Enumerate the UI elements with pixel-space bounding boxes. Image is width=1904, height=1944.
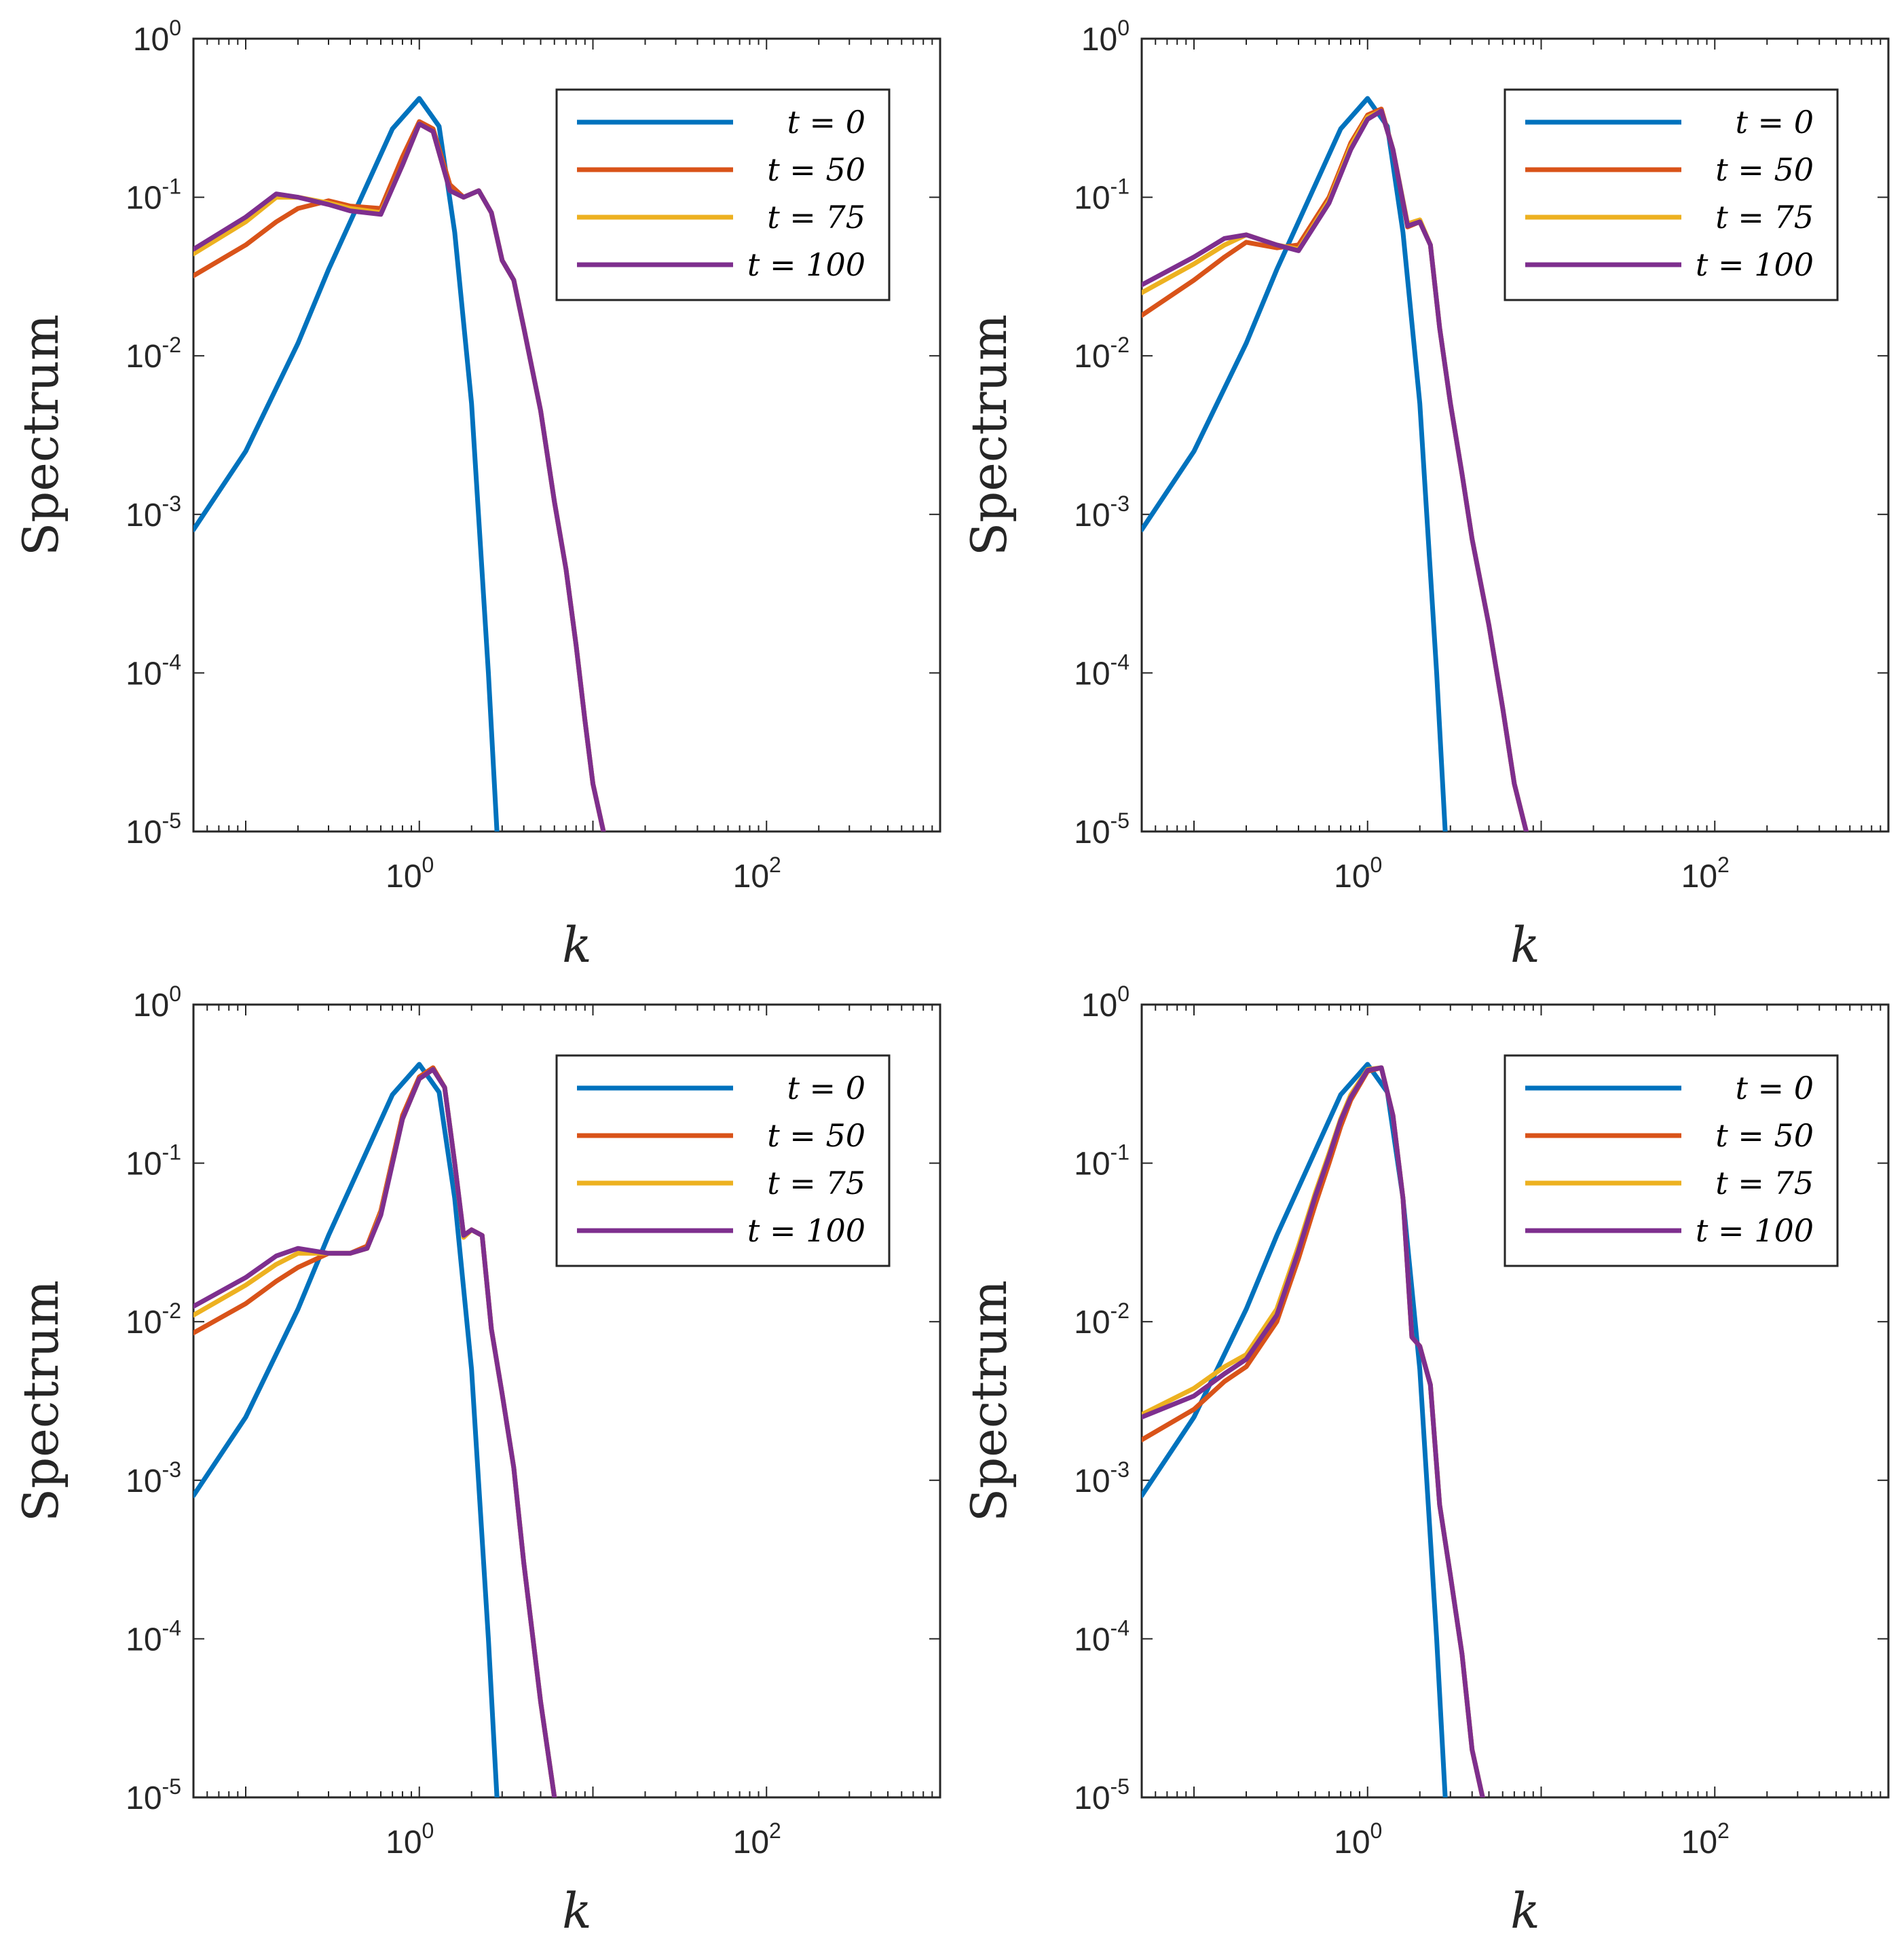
- legend-label: t = 0: [1735, 104, 1814, 141]
- series-line-t0: [193, 1062, 500, 1797]
- series-group: [193, 96, 606, 831]
- y-tick-label: 10-1: [126, 174, 181, 217]
- series-line-t100: [1142, 1065, 1485, 1797]
- series-group: [193, 1062, 557, 1797]
- y-tick-label: 10-4: [126, 1615, 181, 1658]
- legend-label: t = 50: [1715, 1117, 1814, 1154]
- chart-panel-bottom-left: 100 102 100 10-1 10-2 10-3 10-4 10-5 k Spectrum t …: [12, 982, 941, 1939]
- x-tick-label: 102: [733, 1818, 781, 1861]
- tick-marks: [193, 38, 941, 832]
- series-line-t100: [193, 1067, 557, 1797]
- y-axis-label: Spectrum: [960, 1280, 1018, 1522]
- legend-label: t = 50: [767, 1117, 865, 1154]
- x-axis-label: k: [1510, 916, 1540, 973]
- y-tick-label: 100: [1081, 982, 1130, 1024]
- series-line-t100: [1142, 109, 1529, 831]
- series-line-t100: [193, 122, 606, 831]
- series-line-t0: [193, 96, 500, 831]
- legend: t = 0 t = 50 t = 75 t = 100: [555, 1054, 891, 1267]
- y-tick-label: 10-2: [126, 333, 181, 375]
- legend-label: t = 0: [787, 104, 865, 141]
- y-tick-label: 10-5: [1074, 808, 1130, 850]
- x-axis-label: k: [562, 916, 592, 973]
- y-tick-label: 10-3: [1074, 1457, 1130, 1499]
- chart-panel-top-right: 100 102 100 10-1 10-2 10-3 10-4 10-5 k Spectrum t …: [960, 16, 1890, 973]
- tick-marks: [1141, 1004, 1889, 1798]
- y-axis-label: Spectrum: [12, 314, 69, 556]
- legend-label: t = 50: [1715, 151, 1814, 188]
- tick-marks: [193, 1004, 941, 1798]
- series-line-t0: [1142, 1062, 1448, 1797]
- x-axis-label: k: [1510, 1882, 1540, 1939]
- y-tick-label: 10-4: [126, 650, 181, 692]
- y-axis-label: Spectrum: [960, 314, 1018, 556]
- y-tick-label: 10-2: [1074, 333, 1130, 375]
- series-group: [1142, 96, 1529, 831]
- series-group: [1142, 1062, 1485, 1797]
- x-tick-label: 102: [1681, 853, 1730, 895]
- y-tick-label: 100: [133, 16, 181, 58]
- series-line-t0: [1142, 96, 1448, 831]
- x-tick-label: 100: [1334, 853, 1382, 895]
- y-axis-label: Spectrum: [12, 1280, 69, 1522]
- y-tick-label: 100: [133, 982, 181, 1024]
- y-tick-label: 10-5: [1074, 1774, 1130, 1816]
- x-tick-label: 102: [1681, 1818, 1730, 1861]
- y-tick-label: 100: [1081, 16, 1130, 58]
- legend-label: t = 0: [1735, 1070, 1814, 1106]
- legend-label: t = 75: [1715, 199, 1814, 236]
- chart-panel-top-left: 100 102 100 10-1 10-2 10-3 10-4 10-5 k Spectrum t …: [12, 16, 941, 973]
- x-axis-label: k: [562, 1882, 592, 1939]
- x-tick-label: 100: [1334, 1818, 1382, 1861]
- y-tick-label: 10-1: [126, 1140, 181, 1182]
- legend-label: t = 100: [1696, 246, 1814, 283]
- legend-label: t = 0: [787, 1070, 865, 1106]
- legend-label: t = 100: [747, 1212, 865, 1249]
- y-tick-label: 10-3: [1074, 491, 1130, 534]
- legend: t = 0 t = 50 t = 75 t = 100: [1504, 1054, 1839, 1267]
- tick-marks: [1141, 38, 1889, 832]
- y-tick-label: 10-3: [126, 491, 181, 534]
- y-tick-label: 10-5: [126, 808, 181, 850]
- legend-label: t = 50: [767, 151, 865, 188]
- y-tick-label: 10-2: [1074, 1298, 1130, 1341]
- y-tick-label: 10-2: [126, 1298, 181, 1341]
- y-tick-label: 10-3: [126, 1457, 181, 1499]
- y-tick-label: 10-1: [1074, 174, 1130, 217]
- legend: t = 0 t = 50 t = 75 t = 100: [555, 88, 891, 301]
- x-tick-label: 102: [733, 853, 781, 895]
- y-tick-label: 10-5: [126, 1774, 181, 1816]
- x-tick-label: 100: [386, 1818, 434, 1861]
- legend-label: t = 75: [767, 199, 865, 236]
- y-tick-label: 10-1: [1074, 1140, 1130, 1182]
- y-tick-label: 10-4: [1074, 1615, 1130, 1658]
- legend-label: t = 75: [1715, 1165, 1814, 1201]
- y-tick-label: 10-4: [1074, 650, 1130, 692]
- x-tick-label: 100: [386, 853, 434, 895]
- legend-label: t = 75: [767, 1165, 865, 1201]
- legend-label: t = 100: [747, 246, 865, 283]
- chart-panel-bottom-right: 100 102 100 10-1 10-2 10-3 10-4 10-5 k Spectrum t …: [960, 982, 1890, 1939]
- legend-label: t = 100: [1696, 1212, 1814, 1249]
- legend: t = 0 t = 50 t = 75 t = 100: [1504, 88, 1839, 301]
